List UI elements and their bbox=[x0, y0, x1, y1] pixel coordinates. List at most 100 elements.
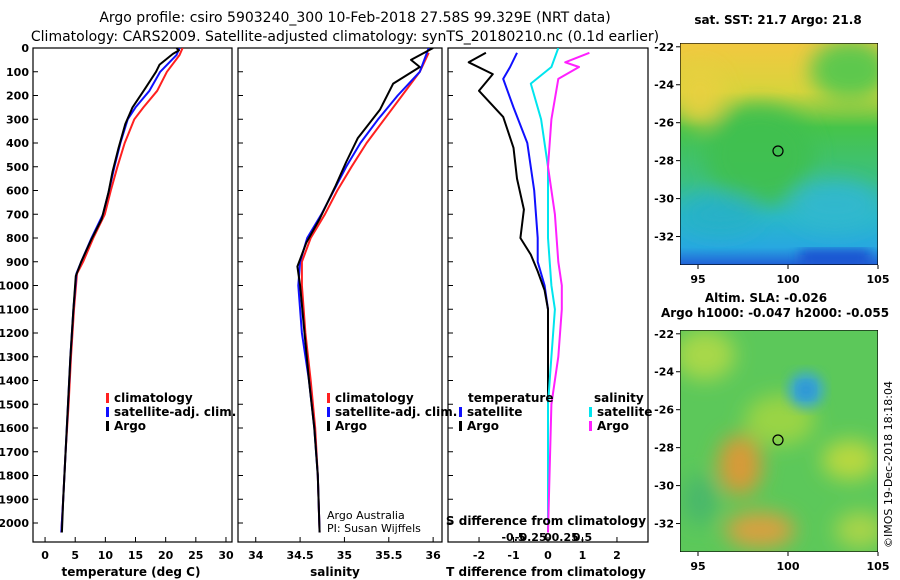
credit-line-2: PI: Susan Wijffels bbox=[327, 522, 421, 535]
x-tick-label: -2 bbox=[473, 549, 485, 562]
map-x-tick-label: 100 bbox=[777, 273, 800, 286]
legend-satellite: satellite-adj. clim. bbox=[114, 405, 236, 419]
sla-argo-marker bbox=[772, 434, 784, 446]
series-line-s-satellite bbox=[529, 48, 560, 533]
y-tick-label: 1100 bbox=[0, 303, 29, 316]
series-line-s-argo bbox=[547, 51, 590, 533]
legend-swatch-s-argo bbox=[589, 421, 592, 431]
legend-swatch-satellite bbox=[106, 407, 109, 417]
map-y-tick-label: -28 bbox=[654, 442, 674, 455]
s-tick-label: -0.5 bbox=[501, 531, 525, 544]
map-y-tick-label: -22 bbox=[654, 41, 674, 54]
y-tick-label: 900 bbox=[6, 256, 29, 269]
temperature-xlabel: temperature (deg C) bbox=[62, 565, 201, 579]
legend-swatch-t-argo bbox=[459, 421, 462, 431]
legend-swatch-climatology bbox=[106, 393, 109, 403]
x-tick-label: 25 bbox=[188, 549, 203, 562]
y-tick-label: 700 bbox=[6, 208, 29, 221]
credit-line-1: Argo Australia bbox=[327, 509, 405, 522]
x-tick-label: 10 bbox=[98, 549, 114, 562]
y-tick-label: 1400 bbox=[0, 375, 29, 388]
y-tick-label: 1700 bbox=[0, 446, 29, 459]
map-x-tick-label: 95 bbox=[690, 273, 705, 286]
map-y-tick-label: -24 bbox=[654, 366, 674, 379]
y-tick-label: 1200 bbox=[0, 327, 29, 340]
x-tick-label: 15 bbox=[128, 549, 143, 562]
map-x-tick-label: 105 bbox=[867, 273, 890, 286]
legend-t-argo: Argo bbox=[467, 419, 499, 433]
x-tick-label: 36 bbox=[425, 549, 441, 562]
x-tick-label: 35.5 bbox=[375, 549, 402, 562]
s-tick-label: 0.25 bbox=[552, 531, 579, 544]
sla-map-title-1: Altim. SLA: -0.026 bbox=[705, 291, 827, 305]
y-tick-label: 1600 bbox=[0, 422, 29, 435]
map-x-tick-label: 100 bbox=[777, 560, 800, 573]
axes-group: 0100200300400500600700800900100011001200… bbox=[0, 42, 621, 562]
title-line-1: Argo profile: csiro 5903240_300 10-Feb-2… bbox=[99, 10, 610, 26]
s-difference-label: S difference from climatology bbox=[446, 514, 646, 528]
series-line-satellite-adj-clim- bbox=[60, 48, 181, 533]
x-tick-label: 35 bbox=[337, 549, 352, 562]
map-y-tick-label: -22 bbox=[654, 328, 674, 341]
difference-xlabel: T difference from climatology bbox=[446, 565, 646, 579]
sst-argo-marker bbox=[772, 145, 784, 157]
legend-swatch-s-satellite bbox=[589, 407, 592, 417]
y-tick-label: 2000 bbox=[0, 517, 29, 530]
salinity-plot bbox=[296, 48, 434, 533]
difference-legend: temperature satellite Argo salinity sate… bbox=[459, 391, 652, 433]
x-tick-label: 5 bbox=[71, 549, 79, 562]
map-x-tick-label: 95 bbox=[690, 560, 705, 573]
sla-map-title-2: Argo h1000: -0.047 h2000: -0.055 bbox=[661, 306, 889, 320]
x-tick-label: 0 bbox=[544, 549, 552, 562]
sst-map-title: sat. SST: 21.7 Argo: 21.8 bbox=[694, 13, 861, 27]
s-tick-label: 0.5 bbox=[573, 531, 593, 544]
legend-swatch-t-satellite bbox=[459, 407, 462, 417]
map-y-tick-label: -28 bbox=[654, 155, 674, 168]
x-tick-label: 34 bbox=[248, 549, 264, 562]
legend-satellite: satellite-adj. clim. bbox=[335, 405, 457, 419]
legend-t-satellite: satellite bbox=[467, 405, 522, 419]
y-tick-label: 100 bbox=[6, 66, 29, 79]
map-y-tick-label: -24 bbox=[654, 79, 674, 92]
sst-map-image bbox=[680, 43, 878, 265]
y-tick-label: 400 bbox=[6, 137, 29, 150]
map-y-tick-label: -26 bbox=[654, 117, 674, 130]
x-tick-label: -1 bbox=[507, 549, 519, 562]
y-tick-label: 1800 bbox=[0, 470, 29, 483]
x-tick-label: 0 bbox=[41, 549, 49, 562]
temperature-plot bbox=[60, 48, 184, 533]
temperature-legend: climatology satellite-adj. clim. Argo bbox=[106, 391, 236, 433]
salinity-legend: climatology satellite-adj. clim. Argo bbox=[327, 391, 457, 433]
legend-salinity-title: salinity bbox=[594, 391, 644, 405]
series-line-climatology bbox=[300, 52, 430, 533]
series-line-argo bbox=[296, 48, 434, 533]
watermark: ©IMOS 19-Dec-2018 18:18:04 bbox=[882, 381, 895, 548]
x-tick-label: 30 bbox=[218, 549, 234, 562]
y-tick-label: 1900 bbox=[0, 493, 29, 506]
map-y-tick-label: -30 bbox=[654, 193, 674, 206]
legend-climatology: climatology bbox=[335, 391, 414, 405]
sst-map-axes: 95 100 105 -22 -24 -26 -28 -30 -32 bbox=[654, 41, 889, 286]
map-y-tick-label: -26 bbox=[654, 404, 674, 417]
series-line-argo bbox=[60, 48, 180, 533]
legend-climatology: climatology bbox=[114, 391, 193, 405]
temperature-panel-frame bbox=[32, 47, 233, 543]
series-line-t-argo bbox=[467, 51, 549, 533]
map-x-tick-label: 105 bbox=[867, 560, 890, 573]
legend-swatch-argo bbox=[327, 421, 330, 431]
salinity-panel-frame bbox=[237, 47, 443, 543]
legend-swatch-satellite bbox=[327, 407, 330, 417]
y-tick-label: 600 bbox=[6, 185, 29, 198]
legend-argo: Argo bbox=[335, 419, 367, 433]
legend-swatch-argo bbox=[106, 421, 109, 431]
map-y-tick-label: -32 bbox=[654, 518, 674, 531]
x-tick-label: 20 bbox=[158, 549, 174, 562]
legend-s-argo: Argo bbox=[597, 419, 629, 433]
legend-argo: Argo bbox=[114, 419, 146, 433]
y-tick-label: 500 bbox=[6, 161, 29, 174]
s-tick-label: -0.25 bbox=[515, 531, 547, 544]
salinity-xlabel: salinity bbox=[310, 565, 360, 579]
x-tick-label: 2 bbox=[613, 549, 621, 562]
